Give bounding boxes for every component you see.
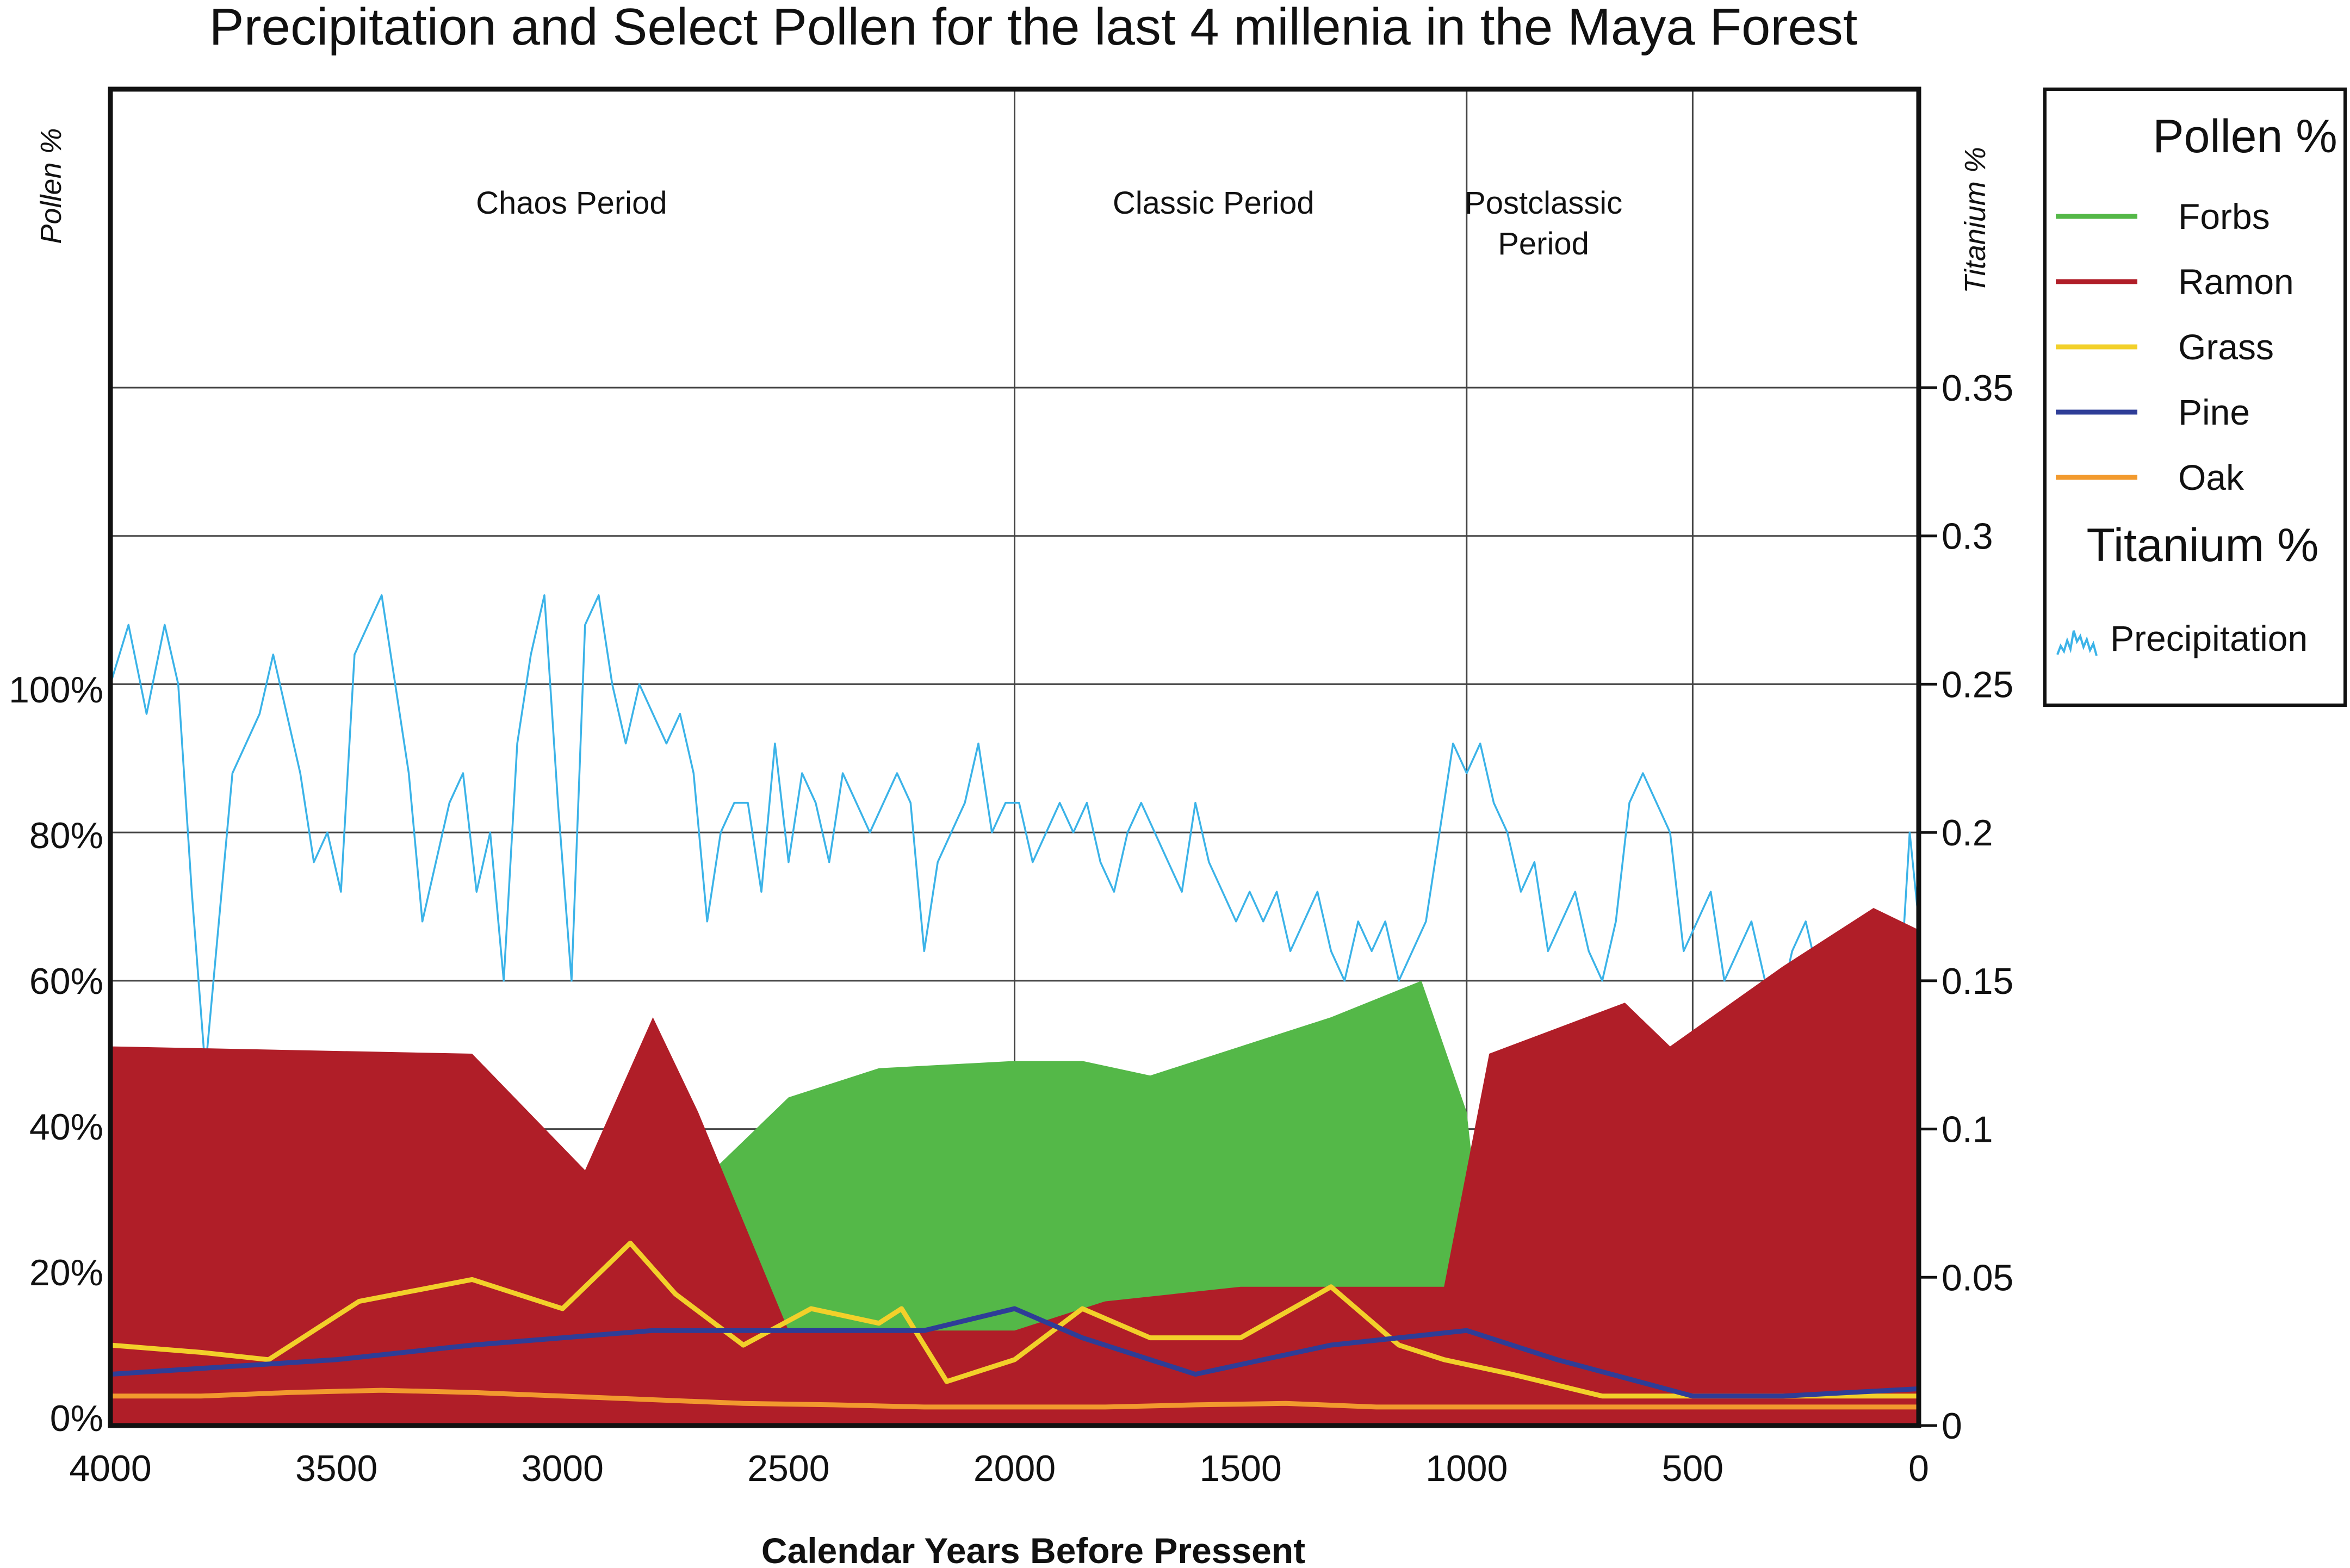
period-labels: Chaos Period Classic Period Postclassic Per… (476, 185, 1622, 262)
right-tick-label-6: 0.3 (1942, 516, 1993, 557)
legend-items: Forbs Ramon Grass Pine Oak Precipitation (2056, 196, 2308, 658)
legend-label-oak: Oak (2178, 457, 2244, 497)
period-label-1-0: Classic Period (1113, 185, 1314, 221)
plot-frame (108, 86, 1921, 1428)
right-tick-label-4: 0.2 (1942, 812, 1993, 854)
right-axis-ticks: 0 0.05 0.1 0.15 0.2 0.25 0.3 0.35 (1919, 368, 2013, 1447)
left-tick-label-1: 20% (29, 1252, 103, 1293)
right-tick-label-0: 0 (1942, 1405, 1962, 1447)
period-label-2-1: Period (1498, 226, 1589, 262)
precipitation-layer (109, 594, 1920, 1071)
left-tick-label-4: 80% (29, 815, 103, 856)
series-grass-line (108, 1240, 1921, 1399)
x-tick-label-2500: 2500 (747, 1448, 829, 1489)
legend-pollen-heading: Pollen % (2153, 110, 2337, 163)
series-precipitation-line (109, 594, 1920, 1071)
x-axis-ticks: 4000 3500 3000 2500 2000 1500 1000 500 0 (69, 1448, 1929, 1489)
x-tick-label-2000: 2000 (974, 1448, 1056, 1489)
series-pine-line (108, 1306, 1921, 1399)
pollen-area-layer (110, 908, 1919, 1426)
legend-label-forbs: Forbs (2178, 196, 2270, 237)
x-tick-label-0: 0 (1908, 1448, 1929, 1489)
x-tick-label-1500: 1500 (1199, 1448, 1281, 1489)
series-forbs-area (698, 981, 1919, 1426)
left-tick-label-3: 60% (29, 961, 103, 1002)
left-axis-label: Pollen % (35, 128, 67, 244)
right-tick-label-2: 0.1 (1942, 1109, 1993, 1150)
x-tick-label-1000: 1000 (1425, 1448, 1508, 1489)
x-tick-label-500: 500 (1662, 1448, 1723, 1489)
right-tick-label-5: 0.25 (1942, 664, 2013, 705)
period-label-2-0: Postclassic (1465, 185, 1622, 221)
legend-swatch-precipitation (2056, 630, 2098, 656)
series-ramon-area (110, 908, 1919, 1426)
left-tick-label-5: 100% (9, 669, 103, 711)
x-tick-label-4000: 4000 (69, 1448, 151, 1489)
left-axis-ticks: 0% 20% 40% 60% 80% 100% (9, 669, 103, 1439)
right-tick-label-3: 0.15 (1942, 961, 2013, 1002)
period-label-0-0: Chaos Period (476, 185, 667, 221)
legend: Pollen % Titanium % Forbs Ramon Grass Pine O… (2043, 88, 2347, 707)
x-axis-label: Calendar Years Before Pressent (761, 1530, 1305, 1568)
chart-title: Precipitation and Select Pollen for the … (209, 0, 1858, 56)
legend-label-ramon: Ramon (2178, 262, 2294, 302)
x-tick-label-3000: 3000 (522, 1448, 604, 1489)
legend-box (2043, 88, 2347, 707)
x-tick-label-3500: 3500 (295, 1448, 377, 1489)
right-tick-label-1: 0.05 (1942, 1257, 2013, 1298)
legend-label-pine: Pine (2178, 392, 2250, 432)
left-tick-label-2: 40% (29, 1106, 103, 1148)
legend-titanium-heading: Titanium % (2087, 519, 2319, 571)
right-axis-label: Titanium % (1959, 147, 1992, 294)
left-tick-label-0: 0% (50, 1398, 103, 1439)
right-tick-label-7: 0.35 (1942, 368, 2013, 409)
legend-label-precipitation: Precipitation (2110, 618, 2308, 658)
legend-label-grass: Grass (2178, 327, 2274, 367)
series-oak-line (108, 1387, 1921, 1410)
pollen-line-layer (108, 1240, 1921, 1410)
